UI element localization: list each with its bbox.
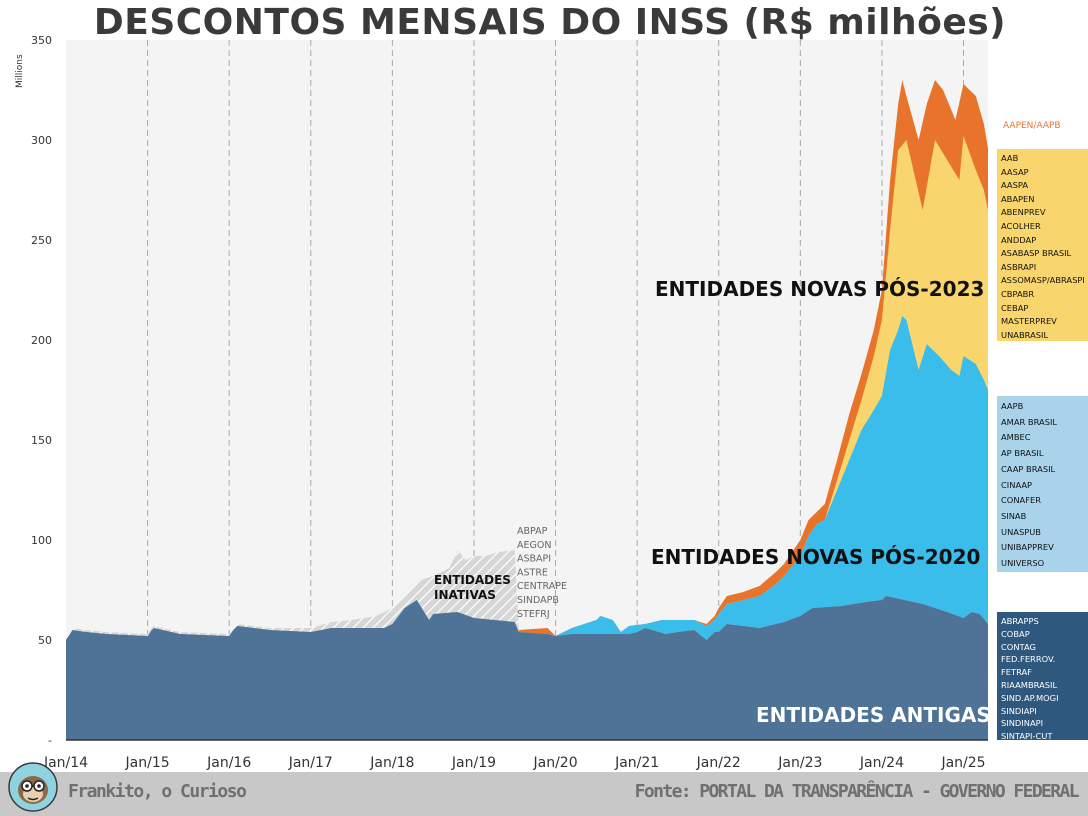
x-tick-label: Jan/22	[696, 755, 741, 771]
legend-entity-2020: CAAP BRASIL	[1001, 463, 1056, 474]
monkey-avatar-icon	[8, 762, 58, 812]
y-axis-label: Millions	[15, 54, 25, 88]
x-tick-label: Jan/21	[614, 755, 659, 771]
source-credit: Fonte: PORTAL DA TRANSPARÊNCIA - GOVERNO…	[634, 781, 1080, 802]
legend-entity-2023: ASBRAPI	[1001, 261, 1037, 272]
chart-title: DESCONTOS MENSAIS DO INSS (R$ milhões)	[93, 2, 1007, 43]
legend-entity-2020: CONAFER	[1001, 495, 1041, 506]
legend-entity-antiga: SIND.AP.MOGI	[1001, 692, 1059, 703]
legend-entity-2020: UNASPUB	[1001, 526, 1041, 537]
x-tick-label: Jan/14	[43, 755, 88, 771]
legend-entity-2020: AAPB	[1001, 401, 1024, 411]
x-tick-label: Jan/20	[532, 755, 577, 771]
inactive-entity-label: ASTRE	[517, 567, 548, 578]
inactive-entity-label: ASBAPI	[517, 554, 551, 565]
legend-entity-2020: UNIBAPPREV	[1001, 542, 1054, 553]
legend-entity-2023: ANDDAP	[1001, 234, 1037, 245]
footer-bar	[0, 772, 1088, 816]
y-tick-label: 350	[31, 34, 52, 47]
annotation-novas-2020: ENTIDADES NOVAS PÓS-2020	[651, 545, 980, 569]
legend-entity-antiga: RIAAMBRASIL	[1001, 679, 1058, 690]
legend-entity-antiga: SINTAPI-CUT	[1001, 731, 1053, 742]
inactive-entity-label: ABPAP	[517, 526, 548, 537]
inactive-entity-label: SINDAPB	[517, 595, 559, 606]
y-tick-label: -	[48, 734, 52, 747]
x-tick-label: Jan/23	[777, 755, 822, 771]
legend-novas-2020: AAPB AMAR BRASIL AMBEC AP BRASIL CAAP BRASIL…	[997, 396, 1088, 572]
legend-novas-2023: AAB AASAP AASPA ABAPEN ABENPREV ACOLHER ANDDAP…	[997, 149, 1088, 341]
x-tick-label: Jan/15	[125, 755, 170, 771]
x-tick-label: Jan/17	[288, 755, 333, 771]
legend-entity-2023: AASPA	[1001, 180, 1028, 191]
author-credit: Frankito, o Curioso	[68, 781, 247, 802]
legend-entity-antiga: FED.FERROV.	[1001, 654, 1056, 665]
legend-entity-antiga: SINDIAPI	[1001, 705, 1037, 716]
legend-entity-antiga: FETRAF	[1001, 667, 1032, 678]
legend-entity-2023: ASABASP BRASIL	[1001, 248, 1072, 259]
annotation-inativas-line1: ENTIDADES	[434, 573, 511, 587]
inactive-entity-label: STEFRJ	[517, 609, 550, 620]
area-antigas	[66, 596, 988, 740]
annotation-antigas: ENTIDADES ANTIGAS	[756, 703, 991, 727]
inactive-entity-label: AEGON	[517, 540, 551, 551]
legend-entity-antiga: COBAP	[1001, 628, 1030, 639]
legend-entity-2020: UNIVERSO	[1001, 558, 1045, 569]
y-tick-label: 200	[31, 334, 52, 347]
y-tick-label: 100	[31, 534, 52, 547]
legend-entity-2023: ASSOMASP/ABRASPI	[1001, 275, 1085, 286]
x-tick-label: Jan/16	[206, 755, 251, 771]
legend-entity-2023: AAB	[1001, 153, 1019, 163]
x-tick-label: Jan/19	[451, 755, 496, 771]
legend-entity-2020: AMAR BRASIL	[1001, 416, 1058, 427]
y-tick-label: 300	[31, 134, 52, 147]
legend-entity-2023: ABAPEN	[1001, 193, 1035, 204]
legend-entity-2023: ABENPREV	[1001, 207, 1046, 218]
x-tick-label: Jan/25	[940, 755, 985, 771]
legend-entity-2023: UNABRASIL	[1001, 329, 1049, 340]
legend-entity-antiga: ABRAPPS	[1001, 616, 1039, 626]
legend-entity-2023: ACOLHER	[1001, 220, 1041, 231]
legend-entity-2020: CINAAP	[1001, 479, 1033, 490]
legend-entity-antiga: CONTAG	[1001, 641, 1036, 652]
inactive-entity-label: CENTRAPE	[517, 581, 567, 592]
legend-aapen-label: AAPEN/AAPB	[1003, 121, 1061, 131]
y-tick-label: 150	[31, 434, 52, 447]
y-tick-label: 250	[31, 234, 52, 247]
legend-entity-2023: CEBAP	[1001, 302, 1029, 313]
legend-antigas: ABRAPPS COBAP CONTAG FED.FERROV. FETRAF RIAAM…	[997, 612, 1088, 742]
legend-entity-2020: SINAB	[1001, 510, 1027, 521]
legend-entity-2020: AP BRASIL	[1001, 448, 1044, 459]
x-tick-label: Jan/24	[859, 755, 904, 771]
legend-entity-2023: MASTERPREV	[1001, 316, 1057, 327]
legend-entity-2023: CBPABR	[1001, 288, 1035, 299]
legend-entity-antiga: SINDINAPI	[1001, 718, 1044, 729]
annotation-inativas-line2: INATIVAS	[434, 588, 496, 602]
legend-entity-2023: AASAP	[1001, 166, 1029, 177]
x-tick-label: Jan/18	[369, 755, 414, 771]
y-tick-label: 50	[38, 634, 52, 647]
annotation-novas-2023: ENTIDADES NOVAS PÓS-2023	[655, 277, 984, 301]
legend-entity-2020: AMBEC	[1001, 432, 1031, 443]
